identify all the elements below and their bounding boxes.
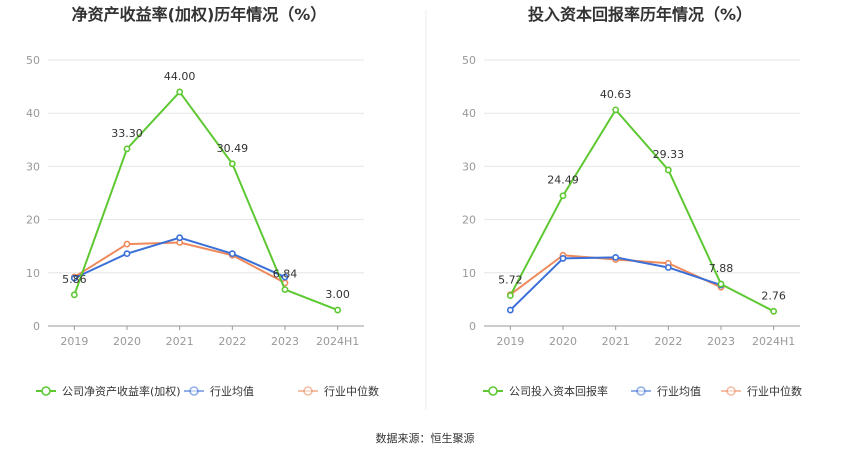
data-point[interactable] [281,273,289,281]
legend-item[interactable]: 行业均值 [184,385,254,398]
legend-item[interactable]: 行业均值 [631,385,701,398]
legend-label: 行业均值 [210,385,254,398]
x-tick-label: 2019 [60,335,88,348]
legend-item[interactable]: 行业中位数 [721,384,802,398]
series-line [509,108,775,313]
data-point[interactable] [228,250,236,258]
data-point[interactable] [770,307,778,315]
x-tick-label: 2021 [602,335,630,348]
data-point[interactable] [123,145,131,153]
legend-swatch-marker [41,386,51,396]
legend-label: 行业中位数 [324,384,379,398]
series-line [73,90,339,311]
roe-chart: 净资产收益率(加权)历年情况（%） 0 10 20 30 40 50 2019 2020 2021… [26,5,379,398]
y-tick-label: 50 [26,54,40,67]
y-tick-label: 30 [26,160,40,173]
x-tick-label: 2022 [654,335,682,348]
data-point[interactable] [70,274,78,282]
data-point[interactable] [559,192,567,200]
data-point[interactable] [612,106,620,114]
data-point[interactable] [176,88,184,96]
data-point[interactable] [123,250,131,258]
legend-swatch-marker [636,386,646,396]
y-tick-label: 30 [462,160,476,173]
legend-item[interactable]: 公司净资产收益率(加权) [36,384,181,398]
data-label: 24.49 [547,174,579,187]
chart-title: 投入资本回报率历年情况（%） [528,5,752,24]
y-tick-label: 50 [462,54,476,67]
legend-swatch-marker [726,386,736,396]
data-point[interactable] [70,291,78,299]
y-tick-label: 10 [26,267,40,280]
legend-swatch-marker [488,386,498,396]
x-tick-label: 2024H1 [316,335,359,348]
legend-item[interactable]: 行业中位数 [298,384,379,398]
data-point[interactable] [559,255,567,262]
x-tick-label: 2019 [496,335,524,348]
y-tick-label: 20 [26,214,40,227]
legend-label: 公司净资产收益率(加权) [62,384,181,398]
data-point[interactable] [281,286,289,294]
series-line [509,256,722,311]
roic-chart: 投入资本回报率历年情况（%） 0 10 20 30 40 50 2019 2020 2021 202… [462,5,802,398]
legend-swatch-marker [189,386,199,396]
chart-title: 净资产收益率(加权)历年情况（%） [72,5,327,24]
x-tick-label: 2023 [271,335,299,348]
data-label: 3.00 [325,288,350,301]
y-tick-label: 40 [26,107,40,120]
data-label: 5.72 [498,274,523,287]
x-tick-label: 2024H1 [752,335,795,348]
data-point[interactable] [664,264,672,271]
data-label: 44.00 [164,70,196,83]
data-point[interactable] [123,240,131,248]
legend-label: 公司投入资本回报率 [509,384,608,398]
legend-label: 行业均值 [657,385,701,398]
legend-swatch-marker [303,386,313,396]
data-label: 6.84 [273,268,298,281]
data-point[interactable] [176,234,184,242]
data-label: 30.49 [217,142,249,155]
data-label: 7.88 [709,262,734,275]
x-tick-label: 2020 [549,335,577,348]
data-point[interactable] [228,160,236,168]
data-label: 29.33 [653,148,685,161]
data-label: 5.86 [62,273,87,286]
data-point[interactable] [506,306,514,314]
legend-item[interactable]: 公司投入资本回报率 [483,384,608,398]
legend-label: 行业中位数 [747,384,802,398]
x-tick-label: 2023 [707,335,735,348]
x-tick-label: 2020 [113,335,141,348]
y-tick-label: 20 [462,214,476,227]
y-tick-label: 0 [469,320,476,333]
data-point[interactable] [717,280,725,288]
data-label: 2.76 [761,289,786,302]
x-tick-label: 2022 [218,335,246,348]
data-point[interactable] [334,306,342,314]
data-point[interactable] [664,166,672,174]
y-tick-label: 40 [462,107,476,120]
data-label: 40.63 [600,88,632,101]
data-point[interactable] [506,292,514,299]
y-tick-label: 0 [33,320,40,333]
x-tick-label: 2021 [166,335,194,348]
data-source-text: 数据来源：恒生聚源 [376,431,475,445]
data-label: 33.30 [111,127,143,140]
data-point[interactable] [612,253,620,261]
y-tick-label: 10 [462,267,476,280]
